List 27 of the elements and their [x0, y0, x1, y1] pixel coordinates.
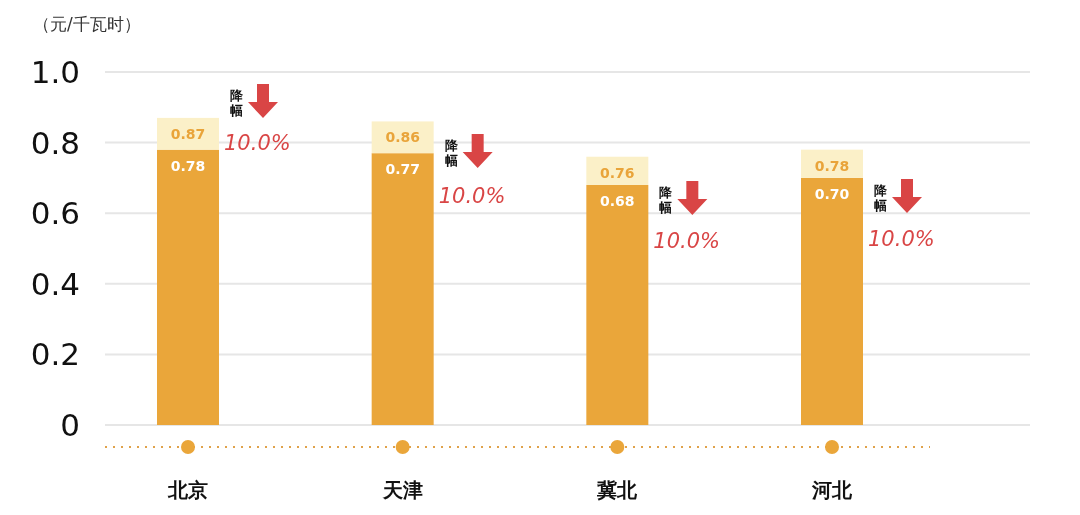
xtick: 河北 — [812, 478, 852, 502]
ytick: 0.2 — [30, 336, 80, 373]
annotation: 10.0% — [653, 229, 721, 253]
annotation: 降幅 — [659, 185, 673, 215]
ytick: 0 — [60, 407, 80, 443]
data-label: 0.70 — [814, 185, 850, 202]
ytick: 1.0 — [30, 54, 80, 90]
total-label: 0.87 — [170, 125, 206, 142]
annotation: 降幅 — [874, 183, 887, 213]
data-label: 0.77 — [385, 161, 420, 178]
total-label: 0.86 — [385, 129, 420, 146]
xtick: 天津 — [382, 478, 423, 502]
ytick: 0.4 — [30, 265, 80, 302]
data-label: 0.78 — [170, 157, 206, 174]
total-label: 0.76 — [600, 164, 635, 181]
annotation: 10.0% — [438, 184, 506, 208]
total-label: 0.78 — [814, 157, 850, 174]
data-label: 0.68 — [600, 192, 635, 209]
annotation: 10.0% — [224, 131, 291, 155]
ytick: 0.8 — [30, 124, 80, 161]
ytick: 0.6 — [30, 195, 80, 232]
xtick: 冀北 — [597, 478, 638, 502]
annotation: 10.0% — [868, 227, 935, 251]
annotation: 降幅 — [444, 138, 458, 168]
xtick: 北京 — [168, 478, 208, 502]
annotation: 降幅 — [230, 88, 243, 118]
y-axis-title: （元/千瓦时） — [33, 14, 141, 34]
